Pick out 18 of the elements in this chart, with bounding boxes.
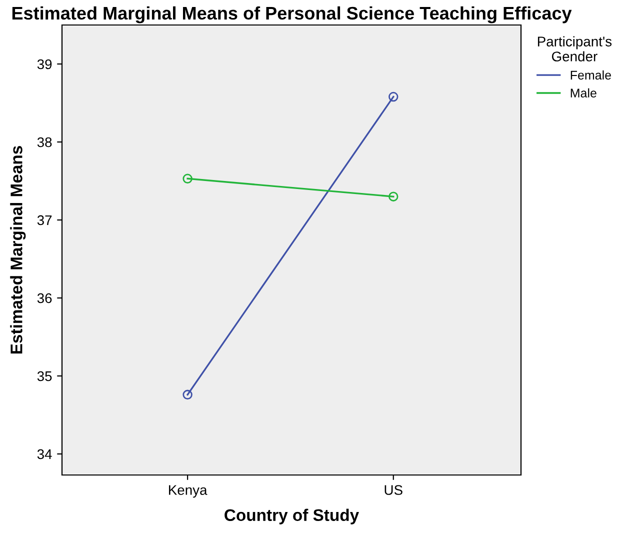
x-tick-label: US bbox=[384, 485, 402, 495]
point bbox=[182, 174, 192, 184]
legend-label: Female bbox=[570, 70, 611, 80]
legend-label: Male bbox=[570, 88, 596, 98]
point bbox=[388, 92, 398, 102]
point bbox=[388, 192, 398, 202]
point bbox=[182, 390, 192, 400]
y-tick-label: 35 bbox=[37, 371, 52, 382]
y-tick-label: 39 bbox=[37, 59, 52, 70]
x-tick-label: Kenya bbox=[169, 485, 208, 498]
y-tick-label: 36 bbox=[37, 293, 52, 304]
x-axis-title: Country of Study bbox=[224, 508, 359, 524]
y-axis-title: Estimated Marginal Means bbox=[10, 146, 26, 354]
legend-title: Participant's Gender bbox=[538, 36, 612, 62]
y-tick-label: 38 bbox=[37, 137, 52, 148]
y-tick-label: 37 bbox=[37, 215, 52, 226]
chart-title: Estimated Marginal Means of Personal Science Teaching Efficacy bbox=[12, 6, 572, 24]
y-tick-label: 34 bbox=[37, 449, 52, 460]
